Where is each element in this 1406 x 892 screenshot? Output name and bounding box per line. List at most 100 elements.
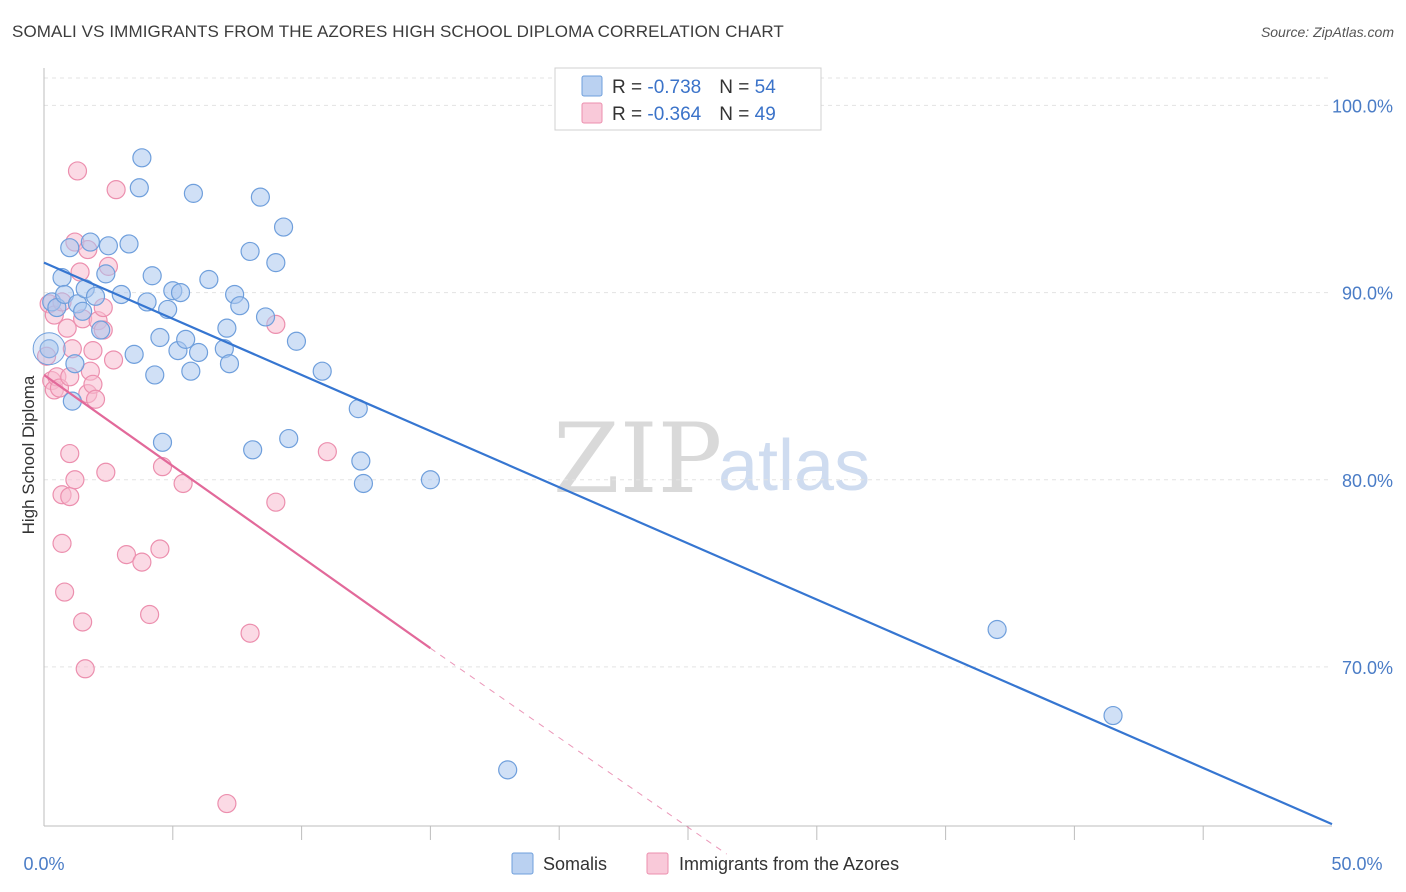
legend-r-label: R = xyxy=(612,104,647,125)
x-ticks xyxy=(172,826,1204,840)
data-point xyxy=(420,470,440,490)
y-tick-label: 90.0% xyxy=(1342,284,1393,304)
correlation-legend: R = -0.738 N = 54 R = -0.364 N = 49 xyxy=(554,67,822,131)
data-point xyxy=(116,545,137,565)
y-tick-labels: 70.0% 80.0% 90.0% 100.0% xyxy=(1332,96,1393,677)
data-point xyxy=(67,161,88,181)
trend-line-azores-extension xyxy=(430,647,727,855)
data-point xyxy=(140,604,160,625)
data-point xyxy=(65,354,85,374)
data-point xyxy=(266,253,286,273)
data-point xyxy=(273,217,294,237)
legend-row-somali: R = -0.738 N = 54 xyxy=(612,77,776,98)
data-point xyxy=(60,486,80,507)
trend-line-azores xyxy=(43,374,432,650)
data-point xyxy=(317,442,337,462)
data-point xyxy=(142,266,162,286)
data-point xyxy=(217,318,237,338)
data-point xyxy=(250,187,270,207)
data-point xyxy=(132,552,152,572)
data-point xyxy=(80,232,100,252)
y-axis-label: High School Diploma xyxy=(19,375,38,534)
data-point xyxy=(129,178,149,198)
data-point xyxy=(91,320,111,340)
data-point xyxy=(170,282,191,303)
data-point xyxy=(73,612,93,632)
series-legend-label-azores: Immigrants from the Azores xyxy=(679,854,899,874)
legend-r-value: -0.364 xyxy=(647,104,701,125)
chart-title: SOMALI VS IMMIGRANTS FROM THE AZORES HIG… xyxy=(12,22,784,41)
data-point xyxy=(60,238,80,258)
data-point xyxy=(150,539,170,559)
data-point xyxy=(152,432,173,452)
data-point xyxy=(85,286,106,306)
legend-row-azores: R = -0.364 N = 49 xyxy=(612,104,776,125)
data-point xyxy=(152,457,173,477)
data-point xyxy=(353,473,374,494)
watermark-zip: ZIP xyxy=(553,403,722,515)
data-point xyxy=(243,440,263,460)
data-point xyxy=(286,331,307,351)
data-point xyxy=(132,148,152,168)
x-tick-label-max: 50.0% xyxy=(1331,854,1382,874)
data-point xyxy=(255,307,276,327)
data-point xyxy=(60,443,80,464)
watermark-atlas: atlas xyxy=(718,426,870,506)
grid-lines xyxy=(44,77,1332,668)
x-tick-label-min: 0.0% xyxy=(23,854,64,874)
legend-n-label: N = xyxy=(719,77,754,98)
series-legend-swatch-azores xyxy=(646,852,669,875)
legend-n-value: 49 xyxy=(755,104,776,125)
data-point xyxy=(96,264,116,284)
data-point xyxy=(57,318,77,338)
data-point xyxy=(351,451,371,471)
data-point xyxy=(240,623,260,643)
data-point xyxy=(65,470,85,490)
y-tick-label: 100.0% xyxy=(1332,96,1393,116)
data-point xyxy=(1103,705,1123,726)
data-point xyxy=(188,342,209,363)
data-point xyxy=(96,462,116,482)
data-point xyxy=(124,344,144,364)
data-point xyxy=(230,296,250,316)
data-point xyxy=(219,354,240,374)
data-point-large xyxy=(32,332,66,366)
data-point xyxy=(312,361,332,381)
data-point xyxy=(183,183,204,203)
data-point xyxy=(217,793,237,814)
data-point xyxy=(52,533,72,553)
trend-line-somali xyxy=(43,261,1333,826)
legend-swatch-somali xyxy=(581,75,603,97)
data-point xyxy=(55,284,75,305)
data-point xyxy=(85,389,106,409)
trend-lines xyxy=(43,261,1333,855)
series-legend-label-somali: Somalis xyxy=(543,854,607,874)
data-point xyxy=(98,236,119,256)
data-point xyxy=(75,659,95,679)
somali-points xyxy=(32,148,1123,780)
data-point xyxy=(176,329,196,349)
legend-swatch-azores xyxy=(581,102,603,124)
legend-r-value: -0.738 xyxy=(647,77,701,98)
data-point xyxy=(73,301,93,321)
data-point xyxy=(150,327,170,348)
data-point xyxy=(266,492,286,512)
legend-n-value: 54 xyxy=(755,77,777,98)
legend-r-label: R = xyxy=(612,77,647,98)
data-point xyxy=(106,180,126,200)
azores-points xyxy=(36,161,337,814)
data-point xyxy=(279,428,299,449)
data-point xyxy=(103,350,124,370)
y-tick-label: 80.0% xyxy=(1342,471,1393,491)
data-point xyxy=(199,269,219,290)
data-point xyxy=(55,582,75,602)
series-legend-swatch-somali xyxy=(511,852,534,875)
data-point xyxy=(83,341,103,361)
data-point xyxy=(498,760,518,780)
data-point xyxy=(145,365,165,385)
data-point xyxy=(39,339,59,359)
data-point xyxy=(987,619,1007,640)
data-point xyxy=(181,361,201,381)
data-point xyxy=(119,234,139,254)
